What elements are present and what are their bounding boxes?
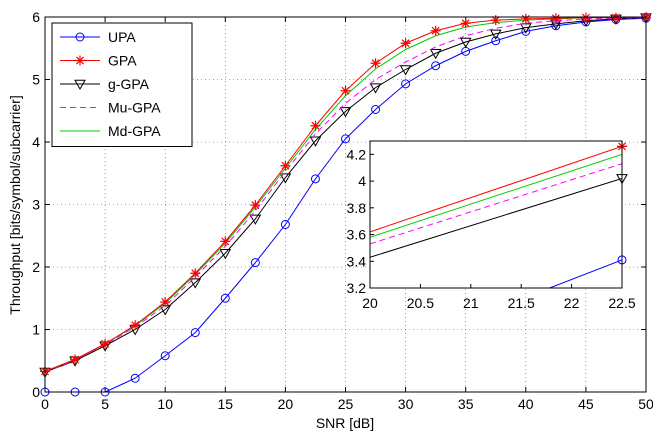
inset-series-group (370, 145, 622, 288)
y-tick-label: 0 (32, 384, 40, 400)
data-point-gpa (340, 85, 351, 96)
data-point-g-gpa (489, 29, 502, 40)
data-point-gpa (250, 200, 261, 211)
data-point-g-gpa (249, 214, 262, 225)
inset-series-line-mu-gpa (370, 163, 622, 245)
y-tick-label: 3 (32, 197, 40, 213)
data-point-gpa (130, 320, 141, 331)
data-point-upa (250, 258, 260, 268)
inset-y-tick-label: 4 (358, 173, 366, 189)
inset-series-line-upa (548, 259, 622, 288)
data-point-gpa (490, 15, 501, 26)
legend-marker-gpa (75, 55, 85, 66)
data-point-upa (220, 293, 230, 303)
inset-y-tick-label: 4.2 (347, 146, 367, 162)
data-point-upa (371, 105, 381, 114)
y-tick-label: 5 (32, 72, 40, 88)
legend-label-upa: UPA (108, 29, 136, 45)
y-tick-label: 2 (32, 259, 40, 275)
x-tick-label: 35 (458, 396, 474, 412)
y-tick-label: 6 (32, 9, 40, 25)
data-point-gpa (610, 12, 621, 23)
x-tick-label: 15 (218, 396, 234, 412)
y-axis-label: Throughput [bits/symbol/subcarrier] (7, 95, 23, 314)
series-line-g-gpa (44, 17, 647, 373)
data-point-gpa (190, 268, 201, 279)
x-tick-label: 40 (518, 396, 534, 412)
data-point-g-gpa (339, 107, 352, 118)
legend-label-gpa: GPA (108, 53, 137, 69)
y-tick-label: 1 (32, 322, 40, 338)
data-point-gpa (70, 354, 81, 365)
inset-series-line-md-gpa (370, 153, 622, 238)
data-point-gpa (220, 236, 231, 247)
inset-frame (369, 140, 623, 289)
legend-box (51, 22, 193, 147)
data-point-g-gpa (189, 278, 202, 289)
inset-x-tick-label: 22.5 (608, 295, 635, 311)
data-point-g-gpa (399, 65, 412, 76)
y-tick-label: 4 (32, 134, 40, 150)
data-point-g-gpa (219, 249, 232, 260)
legend-marker-g-gpa (74, 79, 86, 91)
data-point-upa (280, 220, 290, 229)
data-point-g-gpa (369, 83, 382, 94)
inset-area (370, 141, 622, 288)
data-point-gpa (370, 58, 381, 69)
data-point-gpa (580, 12, 591, 23)
legend-marker-upa (75, 32, 85, 42)
data-point-g-gpa (279, 173, 292, 184)
legend: UPA GPA g-GPA Mu-GPA Md-GPA (51, 22, 193, 147)
plot-frame (44, 16, 647, 393)
inset-x-tick-label: 20.5 (407, 295, 434, 311)
data-point-gpa (310, 120, 321, 131)
inset-x-tick-label: 20 (362, 295, 378, 311)
x-tick-label: 50 (638, 396, 653, 412)
data-point-upa (160, 351, 170, 361)
x-tick-label: 5 (101, 396, 109, 412)
data-point-upa (491, 36, 501, 46)
inset-series-line-g-gpa (370, 177, 622, 258)
legend-label-md-gpa: Md-GPA (108, 123, 161, 139)
data-point-gpa (520, 13, 531, 24)
inset-y-tick-label: 3.6 (347, 227, 367, 243)
inset-y-tick-label: 3.4 (347, 253, 367, 269)
x-tick-label: 25 (338, 396, 354, 412)
inset-plot: 20 20.5 21 21.5 22 22.5 3.2 3.4 3.6 3.8 4 4.2 (347, 140, 636, 311)
x-tick-label: 30 (398, 396, 414, 412)
data-point-g-gpa (429, 49, 442, 60)
data-point-gpa (400, 38, 411, 49)
x-tick-label: 10 (157, 396, 173, 412)
x-tick-label: 0 (41, 396, 49, 412)
data-point-upa (341, 134, 350, 144)
inset-y-tick-label: 3.2 (347, 280, 367, 296)
legend-label-g-gpa: g-GPA (108, 76, 150, 92)
inset-x-tick-label: 21.5 (508, 295, 535, 311)
legend-label-mu-gpa: Mu-GPA (108, 100, 161, 116)
data-point-gpa (460, 18, 471, 29)
data-point-gpa (100, 338, 111, 349)
data-point-upa (130, 373, 140, 383)
data-point-upa (190, 328, 200, 338)
inset-series-line-gpa (370, 145, 622, 233)
data-point-gpa (550, 13, 561, 24)
x-tick-label: 20 (278, 396, 294, 412)
data-point-g-gpa (459, 37, 472, 49)
x-axis-label: SNR [dB] (316, 415, 374, 431)
data-point-gpa (160, 297, 171, 307)
inset-y-tick-label: 3.8 (347, 200, 367, 216)
inset-x-tick-label: 21 (463, 295, 479, 311)
data-point-upa (431, 61, 441, 71)
data-point-gpa (430, 25, 441, 36)
data-point-gpa (280, 160, 291, 171)
inset-x-tick-label: 22 (564, 295, 580, 311)
x-tick-label: 45 (578, 396, 594, 412)
series-line-upa (45, 17, 647, 393)
data-point-upa (401, 79, 411, 89)
series-line-mu-gpa (44, 17, 647, 373)
data-point-g-gpa (309, 136, 322, 147)
data-point-upa (310, 174, 320, 184)
